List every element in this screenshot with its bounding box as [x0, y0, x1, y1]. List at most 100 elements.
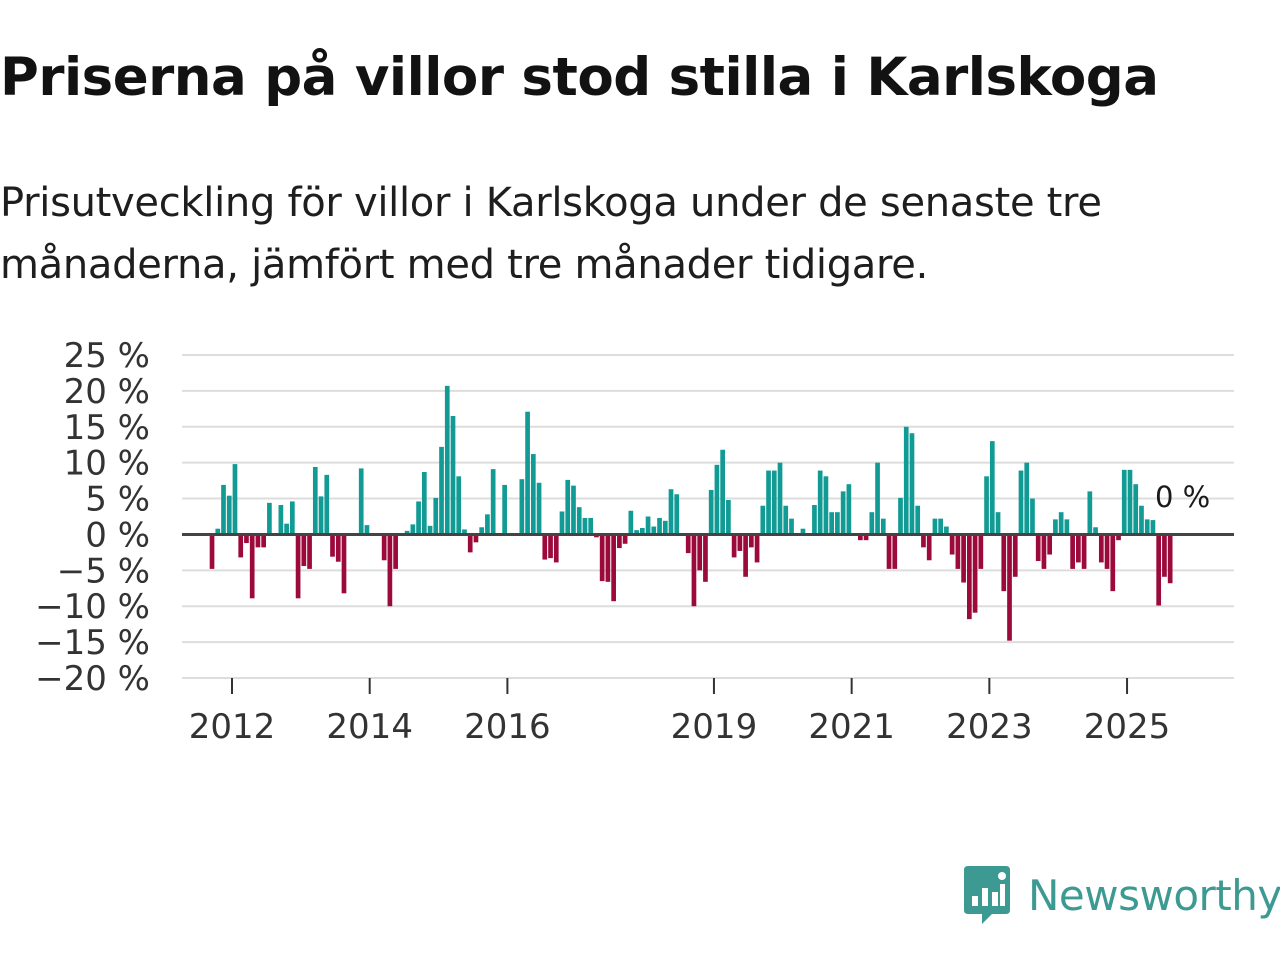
bar: [657, 517, 662, 535]
bar: [559, 511, 565, 535]
x-tick-label: 2016: [464, 707, 551, 747]
bar: [989, 441, 995, 535]
y-tick-label: 0 %: [85, 515, 150, 555]
bar: [1167, 534, 1173, 584]
bar: [869, 512, 875, 535]
bar: [1116, 534, 1121, 541]
x-tick-label: 2014: [326, 707, 413, 747]
x-tick-label: 2021: [808, 707, 895, 747]
y-tick-label: −10 %: [35, 587, 150, 627]
bar: [1156, 534, 1162, 606]
bar: [743, 534, 748, 577]
bar-chart: 25 %20 %15 %10 %5 %0 %−5 %−10 %−15 %−20 …: [35, 336, 1234, 747]
bar: [605, 534, 611, 582]
bar: [1030, 498, 1035, 535]
bar: [473, 534, 479, 543]
bar: [1081, 534, 1087, 569]
y-tick-label: 5 %: [85, 480, 150, 520]
bar: [450, 416, 456, 535]
bar: [875, 462, 880, 535]
bar: [812, 505, 817, 535]
bar: [1139, 505, 1144, 535]
bar: [1035, 534, 1041, 561]
bar: [697, 534, 703, 571]
bar: [944, 526, 949, 535]
bar: [703, 534, 708, 582]
bar: [708, 489, 714, 535]
bar: [318, 496, 324, 535]
bar: [255, 534, 261, 548]
bar: [674, 494, 680, 535]
bar: [433, 497, 439, 535]
y-tick-label: −20 %: [35, 659, 150, 699]
bar: [955, 534, 961, 569]
x-tick-label: 2023: [946, 707, 1033, 747]
bar: [840, 491, 846, 535]
bar: [984, 476, 989, 535]
bar: [232, 464, 238, 535]
bar: [817, 470, 823, 535]
bar: [490, 469, 496, 535]
bar: [835, 512, 840, 535]
bar: [1121, 469, 1127, 535]
bar: [536, 482, 542, 535]
bar: [1098, 534, 1104, 563]
chart-title: Priserna på villor stod stilla i Karlsko…: [0, 47, 1159, 108]
bar: [324, 474, 330, 535]
bar: [485, 514, 490, 535]
chart-subtitle: Prisutveckling för villor i Karlskoga un…: [0, 180, 1102, 288]
bar: [898, 497, 903, 535]
bar: [582, 517, 588, 535]
bar: [439, 446, 444, 535]
bar: [381, 534, 387, 561]
bar: [1127, 469, 1133, 535]
bar: [1133, 484, 1139, 535]
bar: [456, 476, 462, 535]
bar: [1087, 491, 1093, 535]
bar: [444, 385, 450, 535]
bar: [261, 534, 267, 548]
bar: [502, 484, 507, 535]
y-tick-label: 25 %: [64, 336, 150, 376]
bar: [221, 484, 226, 535]
bar: [823, 476, 829, 535]
bar: [599, 534, 605, 582]
bar: [238, 534, 244, 558]
bar: [863, 534, 869, 541]
bar: [410, 524, 416, 535]
bar: [1076, 534, 1081, 563]
bar: [525, 411, 530, 535]
bar: [938, 518, 944, 535]
bar: [731, 534, 737, 558]
bar: [880, 518, 886, 535]
bar: [857, 534, 863, 541]
bar: [829, 512, 835, 535]
bar: [1150, 520, 1156, 535]
bar: [1070, 534, 1075, 569]
bar: [1018, 470, 1024, 535]
bar: [249, 534, 255, 599]
bar: [1024, 462, 1030, 535]
bar: [565, 479, 571, 535]
bar: [588, 517, 594, 535]
bar: [932, 518, 938, 535]
bar: [846, 484, 852, 535]
bar: [553, 534, 559, 563]
bar: [335, 534, 341, 562]
bar: [364, 525, 370, 535]
bar: [651, 526, 657, 535]
bar: [1162, 534, 1167, 577]
bar: [427, 525, 433, 535]
bar: [1001, 534, 1007, 592]
bar: [720, 449, 725, 535]
bar: [1053, 519, 1058, 535]
bar: [467, 534, 473, 553]
bar: [789, 518, 794, 535]
bar: [766, 470, 771, 535]
bar: [1064, 519, 1070, 535]
bar: [892, 534, 898, 569]
x-tick-label: 2012: [189, 707, 276, 747]
bar: [662, 520, 668, 535]
bar: [783, 505, 789, 535]
bar: [1144, 519, 1150, 535]
